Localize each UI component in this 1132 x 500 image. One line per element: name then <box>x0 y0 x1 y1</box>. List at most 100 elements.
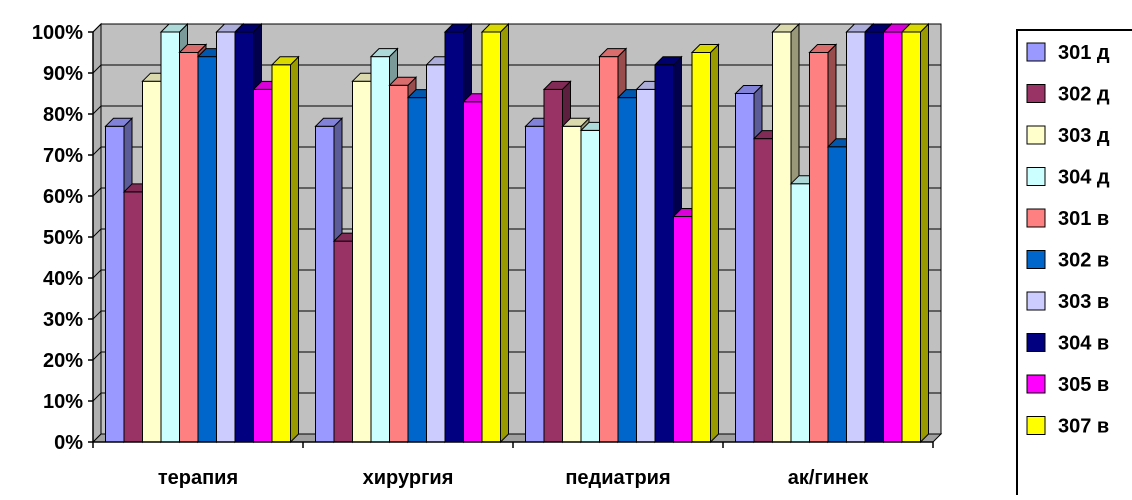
x-tick-label: педиатрия <box>565 467 670 489</box>
legend-swatch <box>1026 125 1046 145</box>
bar-front <box>525 125 545 443</box>
legend-label: 305 в <box>1058 374 1109 396</box>
gridline-side <box>92 105 102 115</box>
y-tick-label: 40% <box>43 268 83 290</box>
bar-front <box>580 129 600 443</box>
bar-front <box>179 52 199 443</box>
gridline-side <box>92 310 102 320</box>
gridline-side <box>92 146 102 156</box>
bar-front <box>444 31 464 443</box>
gridline-side <box>92 392 102 402</box>
legend-swatch <box>1026 42 1046 62</box>
legend-swatch <box>1026 291 1046 311</box>
legend-swatch <box>1026 416 1046 435</box>
bar-front <box>142 80 162 443</box>
gridline-side <box>92 269 102 279</box>
y-tick-label: 50% <box>43 227 83 249</box>
bar <box>270 55 300 444</box>
legend-label: 302 д <box>1058 84 1110 106</box>
y-tick-label: 70% <box>43 145 83 167</box>
bar-front <box>253 88 273 443</box>
y-tick-label: 30% <box>43 309 83 331</box>
y-tick-label: 80% <box>43 104 83 126</box>
bar-top <box>808 44 838 53</box>
legend-swatch <box>1026 167 1046 186</box>
bar-top <box>771 23 801 33</box>
legend-label: 301 д <box>1058 42 1110 64</box>
legend-swatch <box>1026 208 1046 228</box>
bar-top <box>104 117 134 127</box>
bar-side <box>710 43 719 444</box>
bar-front <box>197 56 217 443</box>
bar <box>900 22 930 444</box>
gridline-side <box>92 23 102 33</box>
bar-front <box>809 52 829 443</box>
bar-top <box>653 56 683 66</box>
legend-swatch <box>1026 333 1046 352</box>
legend-swatch <box>1026 374 1046 394</box>
bar-side <box>290 55 299 444</box>
bar-front <box>271 64 291 443</box>
bar-top <box>598 48 628 58</box>
bar-top <box>690 44 720 53</box>
bar-front <box>753 138 773 443</box>
bar-top <box>480 23 510 33</box>
legend-label: 304 д <box>1058 167 1110 189</box>
bar-top <box>542 80 572 90</box>
legend-swatch <box>1026 250 1046 269</box>
bar-front <box>352 80 372 443</box>
bar-top <box>314 117 344 127</box>
bar-front <box>543 88 563 443</box>
axes: 0% 10% 20% 30% 40% 50% 60% 70% 80% 90% 100% терапия… <box>32 22 934 489</box>
bar <box>480 22 510 444</box>
y-tick-label: 100% <box>32 22 83 44</box>
bar-top <box>369 48 399 58</box>
legend: 301 д 302 д 303 д 304 д 301 в 302 в 303 в 304 в… <box>1016 29 1132 500</box>
bar-front <box>562 125 582 443</box>
gridline-side <box>92 64 102 74</box>
bar-front <box>827 146 847 443</box>
legend-swatch <box>1026 84 1046 103</box>
legend-label: 303 в <box>1058 291 1109 313</box>
bar-front <box>901 31 921 443</box>
bar-front <box>772 31 792 443</box>
bar-top <box>159 23 189 33</box>
bar-front <box>160 31 180 443</box>
x-tick-label: ак/гинек <box>788 467 870 489</box>
bar-top <box>561 117 591 127</box>
bar-side <box>500 22 509 444</box>
bar-front <box>463 101 483 443</box>
y-tick-label: 10% <box>43 391 83 413</box>
bar-top <box>388 76 418 86</box>
bar-front <box>234 31 254 443</box>
bar-front <box>735 93 755 443</box>
legend-label: 302 в <box>1058 250 1109 272</box>
bar-front <box>105 125 125 443</box>
y-tick-label: 60% <box>43 186 83 208</box>
bar <box>690 43 720 444</box>
legend-label: 301 в <box>1058 208 1109 230</box>
bar-front <box>123 191 143 443</box>
y-tick-label: 20% <box>43 350 83 372</box>
bar-front <box>673 216 693 443</box>
bar-front <box>216 31 236 443</box>
bar-front <box>599 56 619 443</box>
bar-front <box>389 84 409 443</box>
bar-front <box>864 31 884 443</box>
bar-front <box>636 88 656 443</box>
bar-top <box>900 23 930 33</box>
x-tick-label: терапия <box>158 467 238 489</box>
y-tick-label: 90% <box>43 63 83 85</box>
bar-top <box>734 85 764 94</box>
bar-front <box>333 240 353 443</box>
gridline-side <box>92 228 102 238</box>
y-tick-label: 0% <box>54 432 83 454</box>
bar-side <box>920 22 929 444</box>
gridline-side <box>92 351 102 361</box>
bar-front <box>883 31 903 443</box>
legend-label: 307 в <box>1058 416 1109 438</box>
bar-front <box>654 64 674 443</box>
bar-top <box>270 56 300 66</box>
